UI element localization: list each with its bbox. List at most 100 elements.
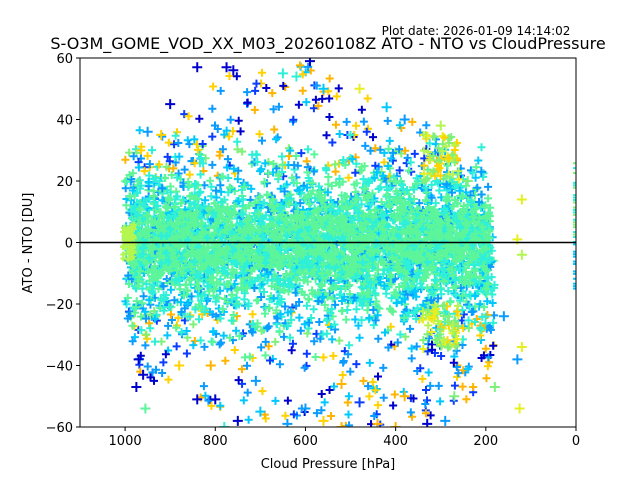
scatter-point <box>226 273 235 282</box>
scatter-point <box>368 222 377 231</box>
scatter-point <box>142 330 151 339</box>
scatter-point <box>325 94 334 103</box>
scatter-point <box>353 271 362 280</box>
scatter-point <box>216 86 225 95</box>
scatter-point <box>191 220 200 229</box>
scatter-point <box>345 421 354 427</box>
scatter-point <box>450 145 459 154</box>
scatter-point <box>181 280 190 289</box>
scatter-point <box>233 175 242 184</box>
scatter-point <box>295 244 304 253</box>
scatter-point <box>418 374 427 383</box>
outlier-point <box>156 129 167 140</box>
scatter-point <box>217 198 226 207</box>
scatter-point <box>432 176 441 185</box>
outlier-point <box>205 360 216 371</box>
scatter-point <box>131 203 140 212</box>
scatter-point <box>264 342 273 351</box>
outlier-point <box>354 397 365 408</box>
scatter-point <box>186 218 195 227</box>
scatter-point <box>309 229 318 238</box>
outlier-point <box>300 403 311 414</box>
scatter-point <box>297 149 306 158</box>
scatter-point <box>159 306 168 315</box>
scatter-point <box>356 243 365 252</box>
scatter-point <box>430 301 439 310</box>
scatter-point <box>121 177 130 186</box>
scatter-point <box>451 290 460 299</box>
scatter-point <box>385 136 394 145</box>
scatter-point <box>300 320 309 329</box>
scatter-point <box>399 281 408 290</box>
scatter-point <box>352 360 361 369</box>
scatter-point <box>421 409 430 418</box>
outlier-point <box>516 342 527 353</box>
scatter-point <box>465 302 474 311</box>
scatter-point <box>408 412 417 421</box>
scatter-point <box>234 166 243 175</box>
scatter-point <box>142 280 151 289</box>
scatter-point <box>573 221 576 224</box>
scatter-point <box>198 139 207 148</box>
scatter-point <box>314 101 323 110</box>
scatter-point <box>381 328 390 337</box>
scatter-point <box>453 180 462 189</box>
scatter-point <box>323 188 332 197</box>
scatter-point <box>120 251 127 258</box>
scatter-point <box>159 282 168 291</box>
scatter-point <box>449 271 458 280</box>
scatter-point <box>150 337 159 346</box>
scatter-point <box>202 259 211 268</box>
scatter-point <box>223 280 232 289</box>
scatter-point <box>136 267 145 276</box>
scatter-point <box>421 183 430 192</box>
scatter-point <box>383 116 392 125</box>
scatter-point <box>446 225 455 234</box>
scatter-point <box>175 152 184 161</box>
scatter-point <box>389 227 398 236</box>
scatter-point <box>270 125 279 134</box>
scatter-point <box>140 167 149 176</box>
scatter-point <box>247 246 256 255</box>
scatter-point <box>170 296 179 305</box>
scatter-point <box>232 326 241 335</box>
scatter-point <box>189 320 198 329</box>
scatter-point <box>410 149 419 158</box>
scatter-point <box>225 183 234 192</box>
scatter-point <box>380 231 389 240</box>
scatter-point <box>366 230 375 239</box>
scatter-point <box>392 246 401 255</box>
scatter-point <box>449 245 458 254</box>
scatter-point <box>167 315 176 324</box>
scatter-point <box>211 258 220 267</box>
outlier-point <box>219 422 230 427</box>
scatter-point <box>340 215 349 224</box>
scatter-point <box>199 229 208 238</box>
scatter-point <box>573 223 576 226</box>
scatter-point <box>310 337 319 346</box>
scatter-point <box>150 262 159 271</box>
scatter-point <box>332 223 341 232</box>
scatter-point <box>302 98 311 107</box>
scatter-point <box>239 396 248 405</box>
scatter-point <box>476 331 485 340</box>
scatter-point <box>338 268 347 277</box>
scatter-point <box>137 181 146 190</box>
scatter-point <box>196 303 205 312</box>
scatter-point <box>209 209 218 218</box>
scatter-point <box>269 105 278 114</box>
scatter-point <box>216 314 225 323</box>
scatter-point <box>406 324 415 333</box>
scatter-point <box>371 161 380 170</box>
scatter-point <box>331 167 340 176</box>
scatter-point <box>164 193 173 202</box>
scatter-point <box>143 151 152 160</box>
scatter-point <box>185 140 194 149</box>
outlier-point <box>516 249 527 260</box>
scatter-point <box>482 284 491 293</box>
scatter-point <box>360 279 369 288</box>
scatter-point <box>448 170 457 179</box>
scatter-point <box>363 263 372 272</box>
scatter-point <box>466 270 475 279</box>
scatter-point <box>369 133 378 142</box>
